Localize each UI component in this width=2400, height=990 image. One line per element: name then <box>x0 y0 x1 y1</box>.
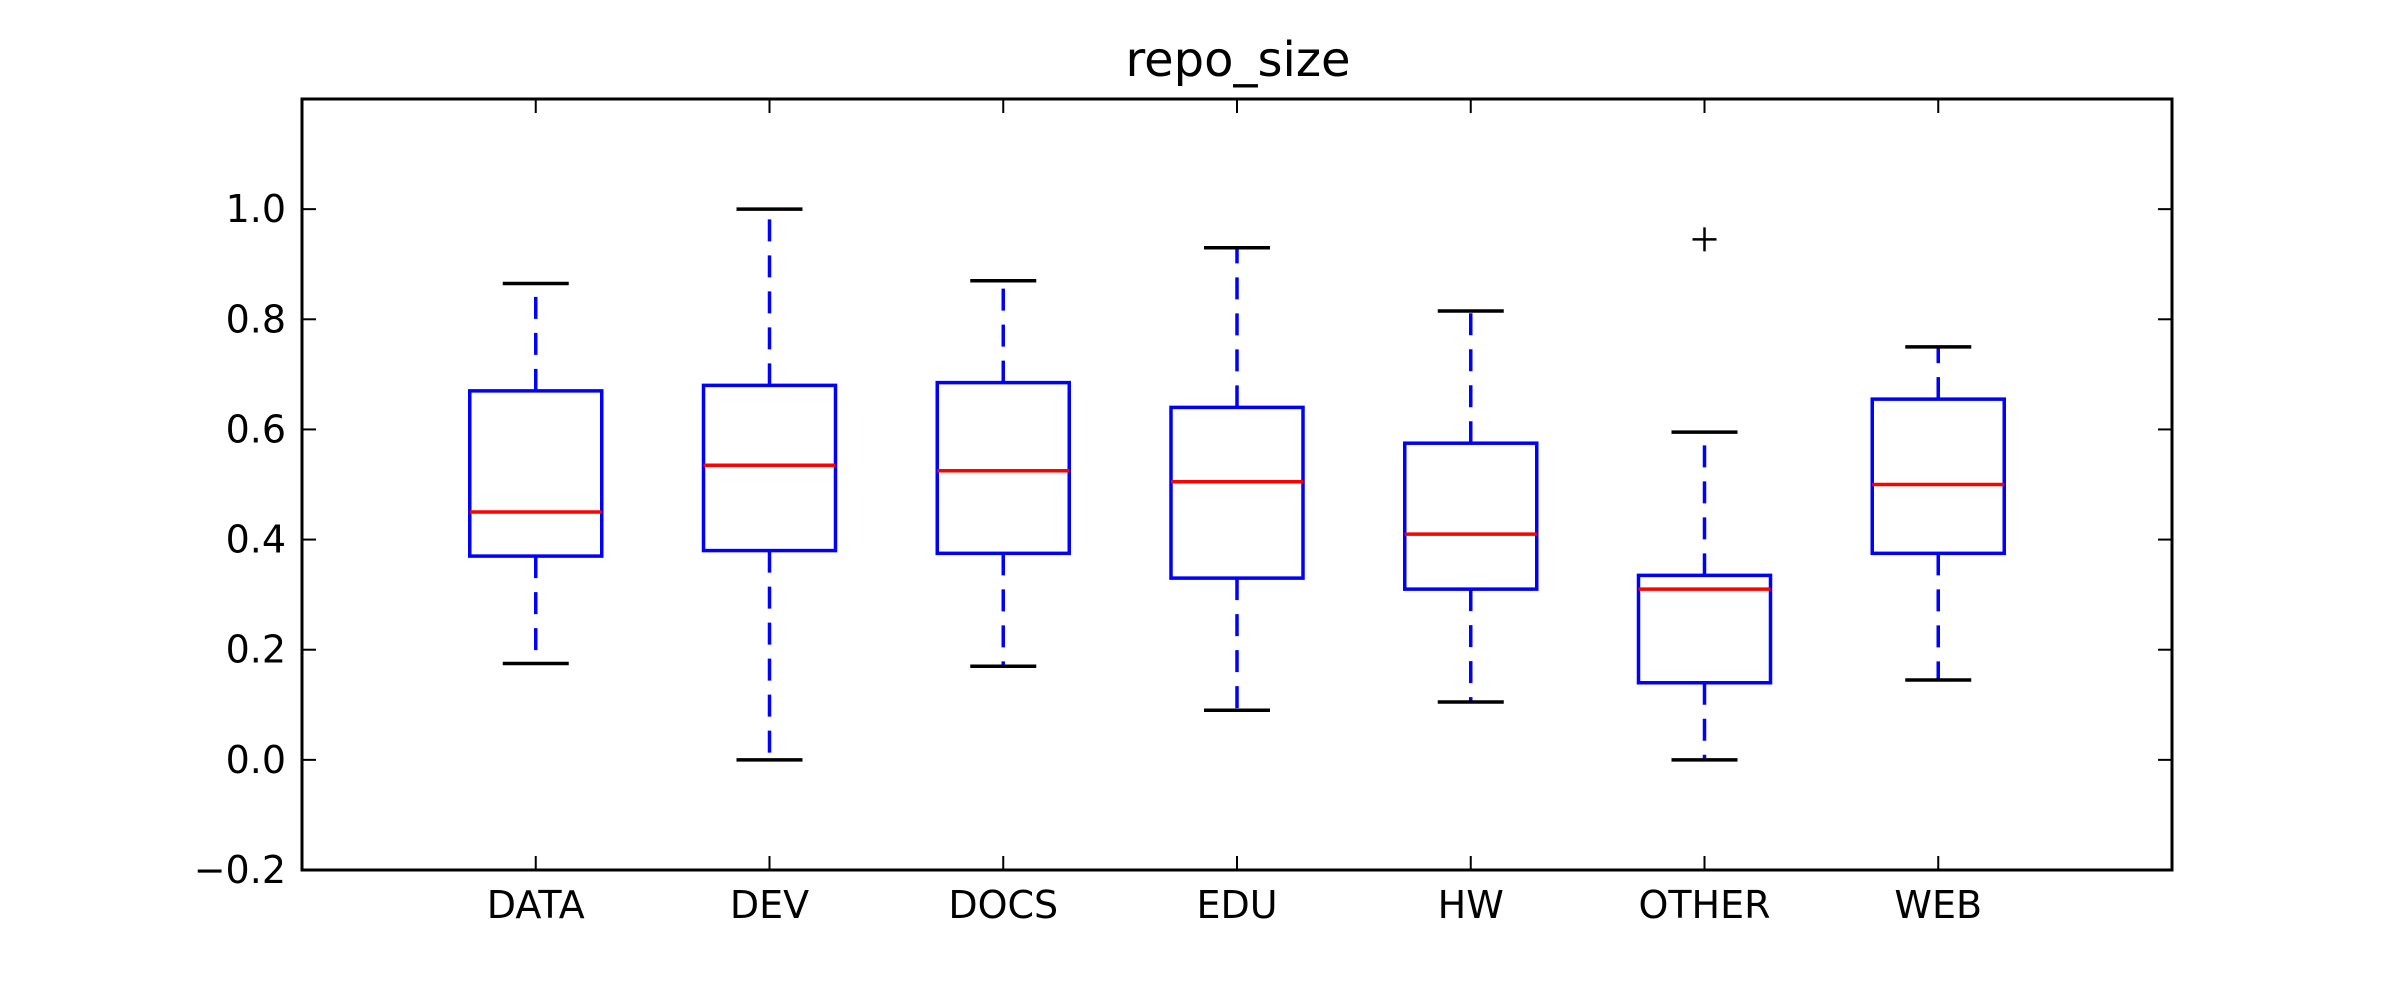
y-tick-label: −0.2 <box>194 848 286 892</box>
x-tick-label: OTHER <box>1638 883 1770 927</box>
box-docs <box>935 278 1071 668</box>
iqr-box <box>1403 441 1539 591</box>
iqr-box <box>1870 397 2006 556</box>
chart-title: repo_size <box>1125 32 1350 88</box>
x-tick-label: DOCS <box>948 883 1058 927</box>
x-tick-label: EDU <box>1196 883 1277 927</box>
x-tick-label: DATA <box>487 883 585 927</box>
iqr-box <box>935 380 1071 556</box>
x-tick-label: DEV <box>730 883 809 927</box>
box-edu <box>1169 245 1305 713</box>
iqr-box <box>468 389 604 558</box>
box-other <box>1636 227 1773 762</box>
outlier-marker <box>1692 227 1717 252</box>
y-tick-label: 0.4 <box>226 518 286 562</box>
iqr-box <box>701 383 838 553</box>
y-tick-label: 0.8 <box>226 297 286 341</box>
x-axis: DATA DEV DOCS EDU HW OTHER WEB <box>487 99 1982 927</box>
box-series <box>468 207 2006 762</box>
box-dev <box>701 207 838 762</box>
x-tick-label: HW <box>1438 883 1504 927</box>
y-tick-label: 0.6 <box>226 407 286 451</box>
box-web <box>1870 345 2006 682</box>
x-tick-label: WEB <box>1894 883 1982 927</box>
iqr-box <box>1636 573 1773 685</box>
y-tick-label: 0.0 <box>226 738 286 782</box>
box-data <box>468 281 604 666</box>
y-tick-label: 0.2 <box>226 628 286 672</box>
y-axis: −0.2 0.0 0.2 0.4 0.6 0.8 1.0 <box>194 187 2172 892</box>
iqr-box <box>1169 405 1305 580</box>
y-tick-label: 1.0 <box>226 187 286 231</box>
box-hw <box>1403 309 1539 704</box>
